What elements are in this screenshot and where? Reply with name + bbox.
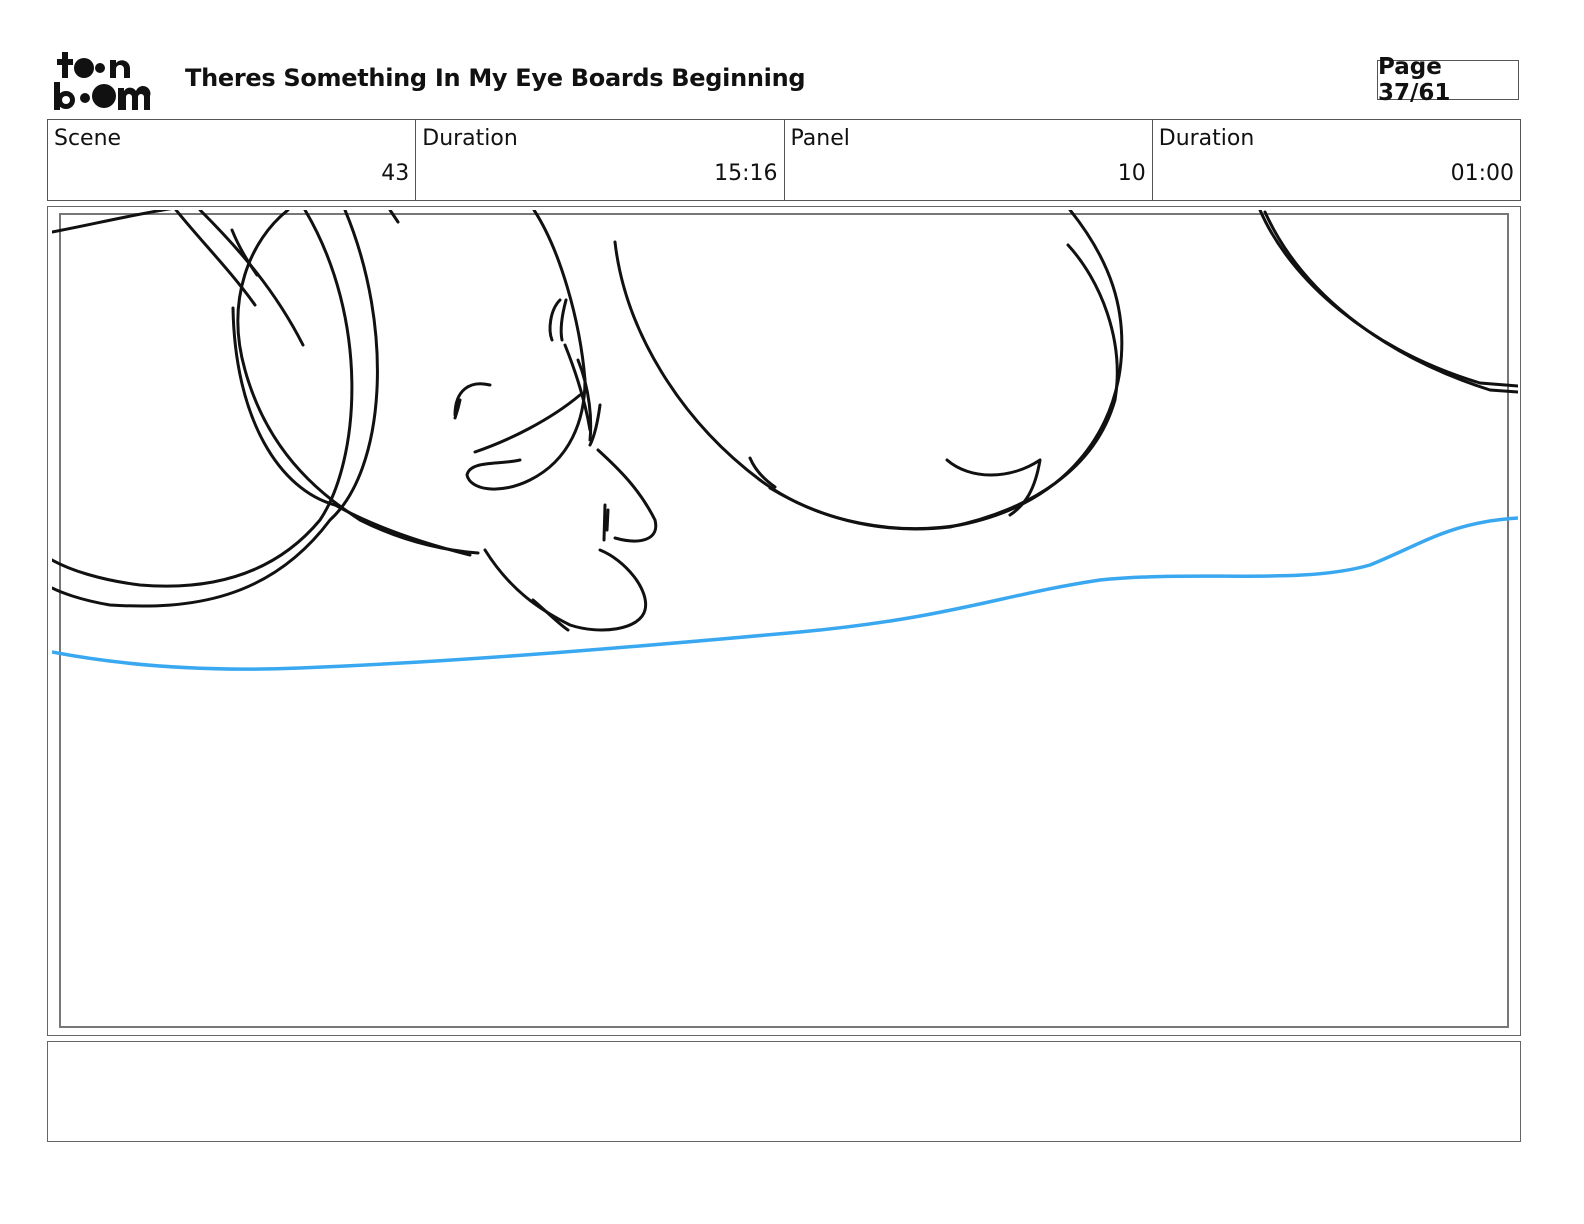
- panel-value: 10: [1117, 161, 1146, 186]
- scene-cell: Scene 43: [48, 120, 417, 200]
- panel-image-area: [59, 213, 1509, 1028]
- panel-duration-cell: Duration 01:00: [1153, 120, 1520, 200]
- panel-label: Panel: [790, 126, 850, 151]
- scene-label: Scene: [54, 126, 122, 151]
- panel-duration-label: Duration: [1158, 126, 1255, 151]
- page-indicator: Page 37/61: [1377, 54, 1519, 106]
- caption-box: [47, 1041, 1521, 1142]
- document-title: Theres Something In My Eye Boards Beginn…: [185, 64, 806, 92]
- panel-frame: [47, 206, 1521, 1036]
- scene-duration-cell: Duration 15:16: [416, 120, 785, 200]
- scene-info-table: Scene 43 Duration 15:16 Panel 10 Duratio…: [47, 119, 1521, 201]
- scene-duration-label: Duration: [422, 126, 518, 151]
- scene-value: 43: [381, 161, 410, 186]
- panel-cell: Panel 10: [785, 120, 1153, 200]
- toon-boom-logo: [54, 52, 151, 110]
- scene-duration-value: 15:16: [714, 161, 778, 186]
- panel-duration-value: 01:00: [1450, 161, 1514, 186]
